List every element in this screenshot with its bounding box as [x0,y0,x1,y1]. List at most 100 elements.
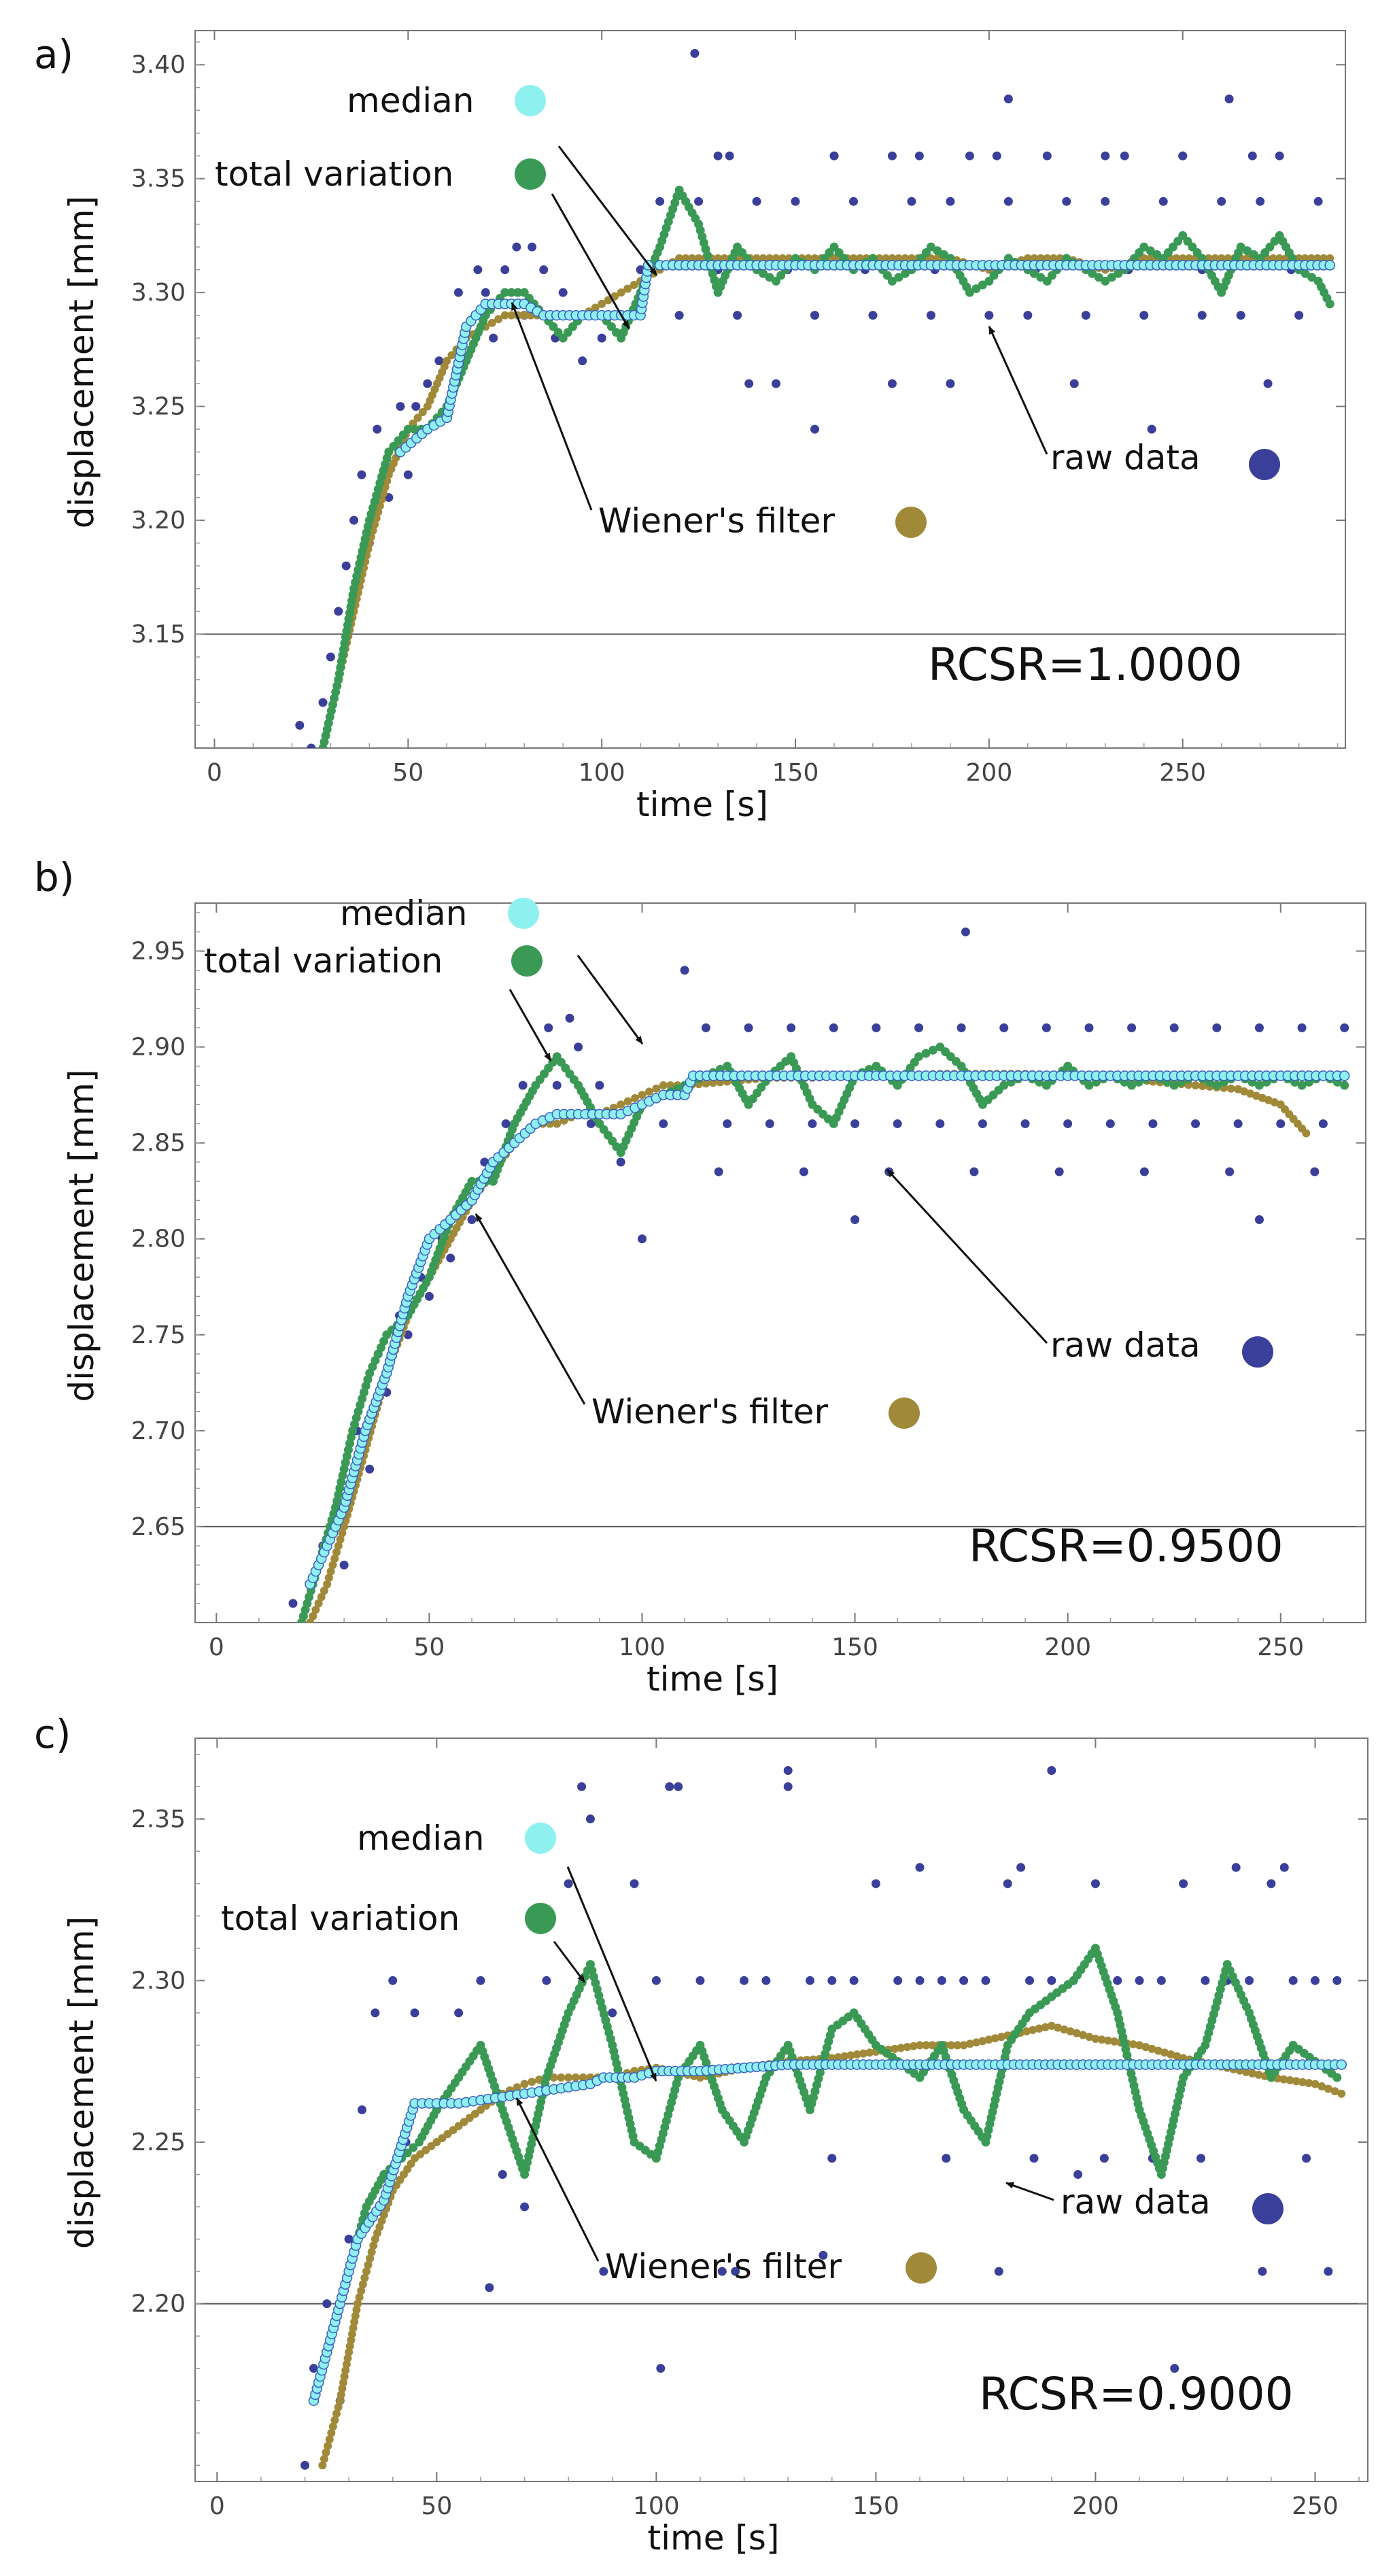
data-point-wiener-interp [984,2035,993,2044]
data-point-raw [1225,1167,1235,1176]
data-point-wiener-interp [1066,2027,1075,2036]
data-point-raw [453,288,463,297]
data-point-wiener-interp [332,2409,341,2418]
x-tick-label: 100 [619,1633,666,1661]
data-point-raw [344,2235,354,2244]
data-point-raw [1224,94,1234,103]
data-point-wiener-interp [604,296,613,305]
data-point-tv [500,288,510,297]
y-tick-label: 2.80 [131,1225,186,1253]
data-point-wiener-interp [1035,2024,1044,2033]
data-point-wiener-interp [345,2342,354,2351]
data-point-raw [300,2460,310,2470]
data-point-raw [403,1330,413,1340]
data-point-raw [808,1119,817,1128]
data-point-wiener-interp [1078,2031,1087,2039]
data-point-tv-interp [1301,269,1310,278]
y-tick-label: 3.30 [131,279,186,307]
data-point-raw [476,1976,485,1985]
data-point-wiener [354,2299,362,2308]
data-point-raw [339,1560,349,1570]
data-point-wiener-interp [528,2078,536,2086]
data-point-wiener-interp [903,2043,912,2052]
data-point-raw [1169,1023,1179,1032]
data-point-raw [1127,1023,1137,1032]
data-point-wiener-interp [340,2372,349,2381]
data-point-wiener [638,1091,647,1100]
data-point-wiener-interp [972,2038,981,2047]
data-point-raw [961,927,970,936]
data-point-wiener-interp [1103,2036,1112,2045]
data-point-raw [915,1863,925,1872]
data-point-wiener-interp [362,2267,371,2276]
data-point-raw [848,197,858,206]
data-point-tv [467,1176,477,1186]
data-point-raw [1147,424,1156,434]
data-point-raw [539,265,549,275]
annotation-arrow-median [566,1866,657,2082]
data-point-tv-interp [900,269,910,278]
legend-label-wiener: Wiener's filter [605,2247,842,2286]
legend-label-median: median [347,81,474,120]
data-point-raw [935,1119,945,1128]
data-point-raw [1047,1766,1056,1776]
y-tick-label: 3.25 [131,393,186,421]
x-tick-label: 250 [1257,1633,1304,1661]
data-point-raw [1191,1119,1201,1128]
data-point-raw [694,197,704,206]
data-point-wiener-interp [360,2273,369,2282]
data-point-raw [544,1023,553,1032]
data-point-raw [498,2170,507,2180]
data-point-wiener-interp [369,2241,378,2250]
data-point-wiener [318,2461,327,2470]
series-median [395,260,1335,458]
data-point-wiener-interp [337,2390,345,2399]
data-point-wiener [617,1100,625,1109]
data-point-raw [725,151,734,160]
data-point-raw [656,2364,666,2373]
data-point-raw [1073,2170,1083,2180]
data-point-raw [577,1782,587,1791]
y-tick-label: 2.75 [131,1321,186,1349]
data-point-raw [810,311,820,320]
data-point-raw [595,1081,604,1090]
data-point-raw [1041,1023,1051,1032]
data-point-wiener-interp [326,1567,335,1576]
data-point-wiener [1091,2034,1100,2043]
data-point-raw [733,311,742,320]
data-point-raw [731,2267,740,2276]
data-point-raw [701,1023,710,1032]
data-point-wiener-interp [317,1593,326,1601]
data-point-raw [489,333,498,343]
data-point-wiener-interp [1279,2075,1288,2084]
data-point-raw [965,151,974,160]
y-tick-label: 2.95 [131,938,186,966]
data-point-raw [674,311,684,320]
data-point-wiener-interp [364,2260,373,2269]
panel-label: b) [34,854,74,900]
data-point-wiener-interp [347,2336,356,2345]
legend-marker-tv [511,945,542,977]
data-point-wiener [1047,2021,1056,2030]
data-point-wiener-interp [1241,2067,1250,2076]
data-point-wiener-interp [334,2403,343,2411]
data-point-tv-interp [410,424,419,434]
data-point-wiener-interp [630,280,638,289]
annotation-arrow-tv [509,989,552,1062]
data-point-wiener-interp [1060,2025,1069,2034]
data-point-wiener [1302,1129,1311,1138]
data-point-wiener-interp [1318,2082,1326,2091]
data-point-raw [637,1234,647,1244]
data-point-wiener-interp [859,2049,867,2058]
data-point-raw [744,379,754,388]
data-point-wiener-interp [909,2041,918,2050]
data-point-raw [552,1081,562,1090]
data-point-wiener-interp [338,1529,347,1538]
data-point-tv [999,1081,1009,1090]
data-point-raw [713,151,723,160]
data-point-wiener-interp [338,2384,347,2393]
data-point-wiener-interp [579,2073,587,2082]
data-point-raw [371,2008,380,2018]
data-point-tv-interp [409,2143,418,2152]
